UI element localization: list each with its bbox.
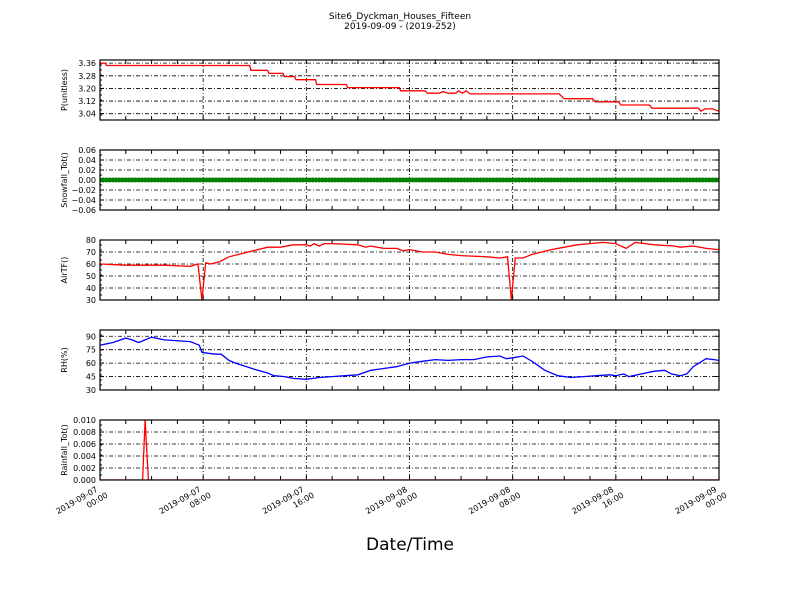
y-tick-label: 0.000 bbox=[73, 476, 96, 485]
chart-title: Site6_Dyckman_Houses_Fifteen bbox=[329, 12, 471, 22]
plot-frame bbox=[99, 239, 720, 301]
y-tick-label: 0.008 bbox=[73, 428, 96, 437]
y-tick-label: 80 bbox=[86, 236, 96, 245]
y-tick-label: −0.06 bbox=[71, 206, 96, 215]
panel-rainfall-tot--: 0.010 0.008 0.006 0.004 0.002 0.000 Rainfall_T… bbox=[60, 416, 720, 485]
y-tick-label: 0.006 bbox=[73, 440, 96, 449]
plot-frame bbox=[99, 419, 720, 481]
y-axis-label: Snowfall_Tot() bbox=[60, 152, 69, 208]
y-tick-label: 0.04 bbox=[78, 156, 96, 165]
plot-frame bbox=[99, 59, 720, 121]
plot-frame bbox=[99, 149, 720, 211]
y-tick-label: 0.00 bbox=[78, 176, 96, 185]
y-tick-label: 30 bbox=[86, 296, 96, 305]
y-tick-label: 0.004 bbox=[73, 452, 96, 461]
y-tick-label: −0.04 bbox=[71, 196, 96, 205]
y-tick-label: 50 bbox=[86, 272, 96, 281]
y-tick-label: 0.010 bbox=[73, 416, 96, 425]
y-tick-label: 0.06 bbox=[78, 146, 96, 155]
y-tick-label: 60 bbox=[86, 359, 96, 368]
y-axis-label: RH(%) bbox=[60, 347, 69, 372]
y-tick-label: 3.12 bbox=[78, 97, 96, 106]
plot-frame bbox=[99, 329, 720, 391]
y-tick-label: 30 bbox=[86, 386, 96, 395]
y-axis-label: AirTF() bbox=[60, 257, 69, 284]
series-line bbox=[100, 62, 719, 113]
y-axis-label: P(unitless) bbox=[60, 69, 69, 111]
panel-rh---: 90 75 60 45 30 RH(%) bbox=[60, 329, 720, 395]
series-line bbox=[100, 241, 719, 300]
y-tick-label: 3.36 bbox=[78, 59, 96, 68]
y-tick-label: 60 bbox=[86, 260, 96, 269]
y-tick-label: 3.28 bbox=[78, 72, 96, 81]
x-axis-label: Date/Time bbox=[366, 535, 454, 555]
panel-snowfall-tot--: 0.060.040.020.00−0.02−0.04−0.06Snowfall_… bbox=[60, 146, 720, 215]
y-axis-label: Rainfall_Tot() bbox=[60, 424, 69, 476]
y-tick-label: 3.04 bbox=[78, 110, 96, 119]
y-tick-label: 40 bbox=[86, 284, 96, 293]
y-tick-label: −0.02 bbox=[71, 186, 96, 195]
y-tick-label: 3.20 bbox=[78, 84, 96, 93]
y-tick-label: 0.02 bbox=[78, 166, 96, 175]
y-tick-label: 0.002 bbox=[73, 464, 96, 473]
y-tick-label: 45 bbox=[86, 373, 96, 382]
y-tick-label: 90 bbox=[86, 332, 96, 341]
data-point bbox=[716, 177, 719, 183]
chart-subtitle: 2019-09-09 - (2019-252) bbox=[344, 22, 456, 32]
panel-p-unitless-: 3.36 3.28 3.20 3.12 3.04 P(unitless) bbox=[60, 59, 720, 121]
y-tick-label: 75 bbox=[86, 346, 96, 355]
series-line bbox=[100, 336, 719, 380]
y-tick-label: 70 bbox=[86, 248, 96, 257]
panel-airtf--: 80 70 60 50 40 30 AirTF() bbox=[60, 236, 720, 305]
